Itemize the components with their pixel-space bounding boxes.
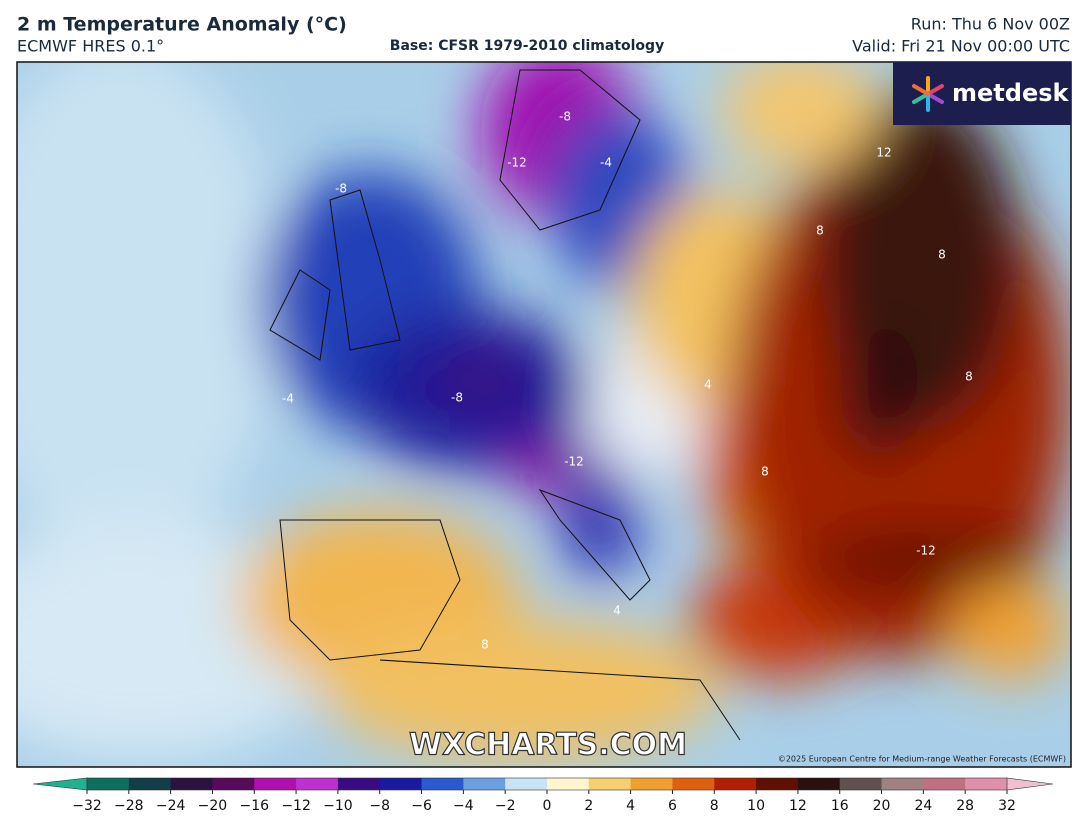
contour-label: 8	[481, 638, 489, 652]
colorbar-segment	[965, 778, 1008, 790]
colorbar-tick-label: 24	[914, 798, 932, 814]
contour-label: 8	[816, 224, 824, 238]
logo-text: metdesk	[952, 79, 1070, 107]
contour-label: -12	[916, 544, 936, 558]
colorbar-tick-label: −8	[369, 798, 390, 814]
contour-label: 4	[613, 604, 621, 618]
title: 2 m Temperature Anomaly (°C)	[17, 14, 347, 36]
colorbar-tick-label: 6	[668, 798, 677, 814]
run: Run: Thu 6 Nov 00Z	[911, 15, 1070, 34]
colorbar-extend	[1006, 777, 1054, 791]
colorbar-tick-label: −16	[239, 798, 269, 814]
colorbar-segment	[254, 778, 297, 790]
colorbar-tick-label: 10	[747, 798, 765, 814]
colorbar-tick-label: −28	[114, 798, 144, 814]
colorbar-segment	[797, 778, 841, 790]
colorbar-segment	[463, 778, 506, 790]
logo-box	[893, 62, 1071, 125]
copyright: ©2025 European Centre for Medium-range W…	[778, 755, 1066, 764]
colorbar-tick-label: −4	[453, 798, 474, 814]
colorbar-tick-label: −32	[72, 798, 102, 814]
contour-label: 12	[876, 146, 891, 160]
colorbar-segment	[839, 778, 883, 790]
colorbar-tick-label: −2	[495, 798, 516, 814]
colorbar-tick-label: 2	[584, 798, 593, 814]
colorbar-tick-label: 4	[626, 798, 635, 814]
map-frame	[16, 61, 1072, 768]
colorbar-tick-label: −6	[411, 798, 432, 814]
model: ECMWF HRES 0.1°	[17, 37, 164, 56]
colorbar-segment	[421, 778, 464, 790]
colorbar-tick-label: 12	[789, 798, 807, 814]
colorbar-segment	[128, 778, 172, 790]
contour-label: -4	[600, 156, 612, 170]
colorbar-segment	[87, 778, 130, 790]
colorbar-segment	[337, 778, 381, 790]
colorbar: −32 −28 −24 −20 −16 −12 −10 −8 −6 −4 −2 0 2 4 6 8 10 12 16…	[32, 777, 1054, 814]
colorbar-tick-label: 32	[998, 798, 1016, 814]
contour-label: 8	[938, 248, 946, 262]
valid: Valid: Fri 21 Nov 00:00 UTC	[852, 37, 1070, 56]
contour-label: -12	[507, 156, 527, 170]
colorbar-segment	[296, 778, 339, 790]
contour-label: -8	[335, 182, 347, 196]
contour-label: 4	[704, 378, 712, 392]
colorbar-tick-label: −10	[323, 798, 353, 814]
contour-label: -8	[451, 391, 463, 405]
colorbar-segment	[212, 778, 255, 790]
colorbar-tick-label: −24	[156, 798, 186, 814]
colorbar-tick-label: 0	[543, 798, 552, 814]
colorbar-segment	[379, 778, 423, 790]
colorbar-tick-label: −20	[198, 798, 228, 814]
colorbar-segment	[881, 778, 924, 790]
colorbar-tick-label: 8	[710, 798, 719, 814]
colorbar-tick-label: 20	[873, 798, 891, 814]
colorbar-tick-label: 16	[831, 798, 849, 814]
colorbar-extend	[32, 777, 88, 791]
logo: metdesk	[893, 62, 1071, 125]
colorbar-segment	[923, 778, 966, 790]
colorbar-segment	[756, 778, 799, 790]
watermark: WXCHARTS.COM	[409, 728, 687, 763]
colorbar-tick-label: −12	[281, 798, 311, 814]
colorbar-segment	[672, 778, 715, 790]
colorbar-segment	[505, 778, 548, 790]
colorbar-segment	[588, 778, 632, 790]
colorbar-segment	[630, 778, 673, 790]
contour-label: -4	[282, 392, 294, 406]
contour-label: 8	[761, 465, 769, 479]
colorbar-segment	[170, 778, 213, 790]
contour-label: -8	[559, 110, 571, 124]
colorbar-tick-label: 28	[956, 798, 974, 814]
contour-label: -12	[564, 455, 584, 469]
colorbar-segment	[714, 778, 757, 790]
map: 12 -12 -8 -4 -8 -8 8 8 8 -12 -12 4 -4 8 …	[17, 62, 1071, 767]
contour-label: 8	[965, 370, 973, 384]
logo-icon	[912, 76, 944, 112]
base: Base: CFSR 1979-2010 climatology	[390, 38, 664, 54]
colorbar-segment	[547, 778, 590, 790]
